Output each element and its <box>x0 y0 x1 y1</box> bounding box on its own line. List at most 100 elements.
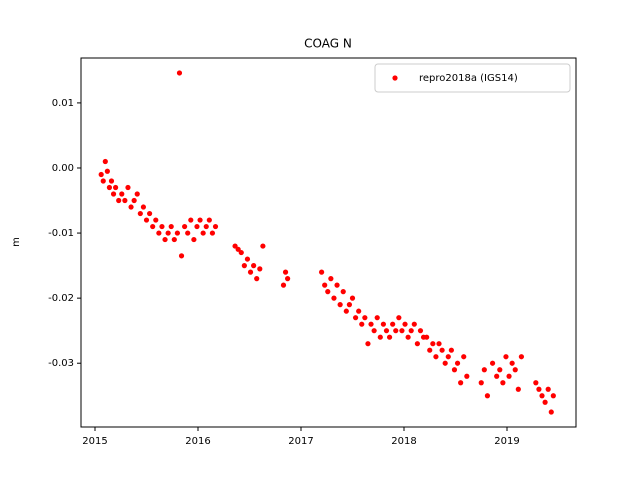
point <box>185 230 191 236</box>
point <box>445 354 451 360</box>
point <box>380 321 386 327</box>
point <box>386 334 393 340</box>
point <box>238 249 244 256</box>
point <box>377 334 383 340</box>
point <box>548 409 554 415</box>
point <box>442 360 448 366</box>
point <box>448 347 454 353</box>
point <box>254 276 260 282</box>
point <box>116 197 122 204</box>
point <box>197 217 203 223</box>
point <box>396 315 402 321</box>
point <box>402 321 408 327</box>
point <box>153 217 159 223</box>
point <box>247 269 254 275</box>
point <box>285 276 291 282</box>
point <box>436 341 442 347</box>
point <box>322 282 328 288</box>
point <box>346 302 353 308</box>
point <box>128 204 134 210</box>
point <box>113 184 119 191</box>
point <box>251 263 257 269</box>
point <box>188 217 194 223</box>
point <box>454 360 461 366</box>
point <box>539 393 545 399</box>
point <box>131 197 137 204</box>
point <box>209 230 216 236</box>
point <box>194 223 200 230</box>
x-tick-label: 2017 <box>288 436 313 447</box>
point <box>174 230 181 236</box>
point <box>280 282 287 288</box>
point <box>331 295 337 301</box>
point <box>494 373 500 379</box>
point <box>374 315 380 321</box>
point <box>536 386 542 392</box>
point <box>182 223 188 230</box>
point <box>399 328 405 334</box>
point <box>478 380 484 386</box>
point <box>134 191 140 197</box>
point <box>125 184 131 191</box>
point <box>393 328 399 334</box>
point <box>433 354 439 360</box>
point <box>110 191 117 197</box>
point <box>162 236 168 243</box>
point <box>509 360 515 366</box>
point <box>235 246 241 252</box>
y-tick-label: -0.03 <box>48 358 74 369</box>
y-tick-label: 0.00 <box>52 163 74 174</box>
point <box>408 328 414 334</box>
point <box>176 70 183 76</box>
point <box>171 236 177 243</box>
point <box>458 380 464 386</box>
x-tick-label: 2019 <box>494 436 519 447</box>
legend-marker <box>392 75 398 81</box>
point <box>150 223 156 230</box>
point <box>140 204 147 210</box>
point <box>108 178 115 184</box>
point <box>159 223 165 230</box>
point <box>533 380 539 386</box>
point <box>168 223 174 230</box>
plot-frame <box>80 57 577 428</box>
point <box>405 334 411 340</box>
y-tick-label: -0.01 <box>48 228 74 239</box>
point <box>512 367 518 373</box>
legend-box <box>374 63 571 93</box>
point <box>106 184 113 191</box>
point <box>98 171 104 178</box>
point <box>337 302 343 308</box>
point <box>481 367 487 373</box>
point <box>165 230 171 236</box>
y-tick-label: -0.02 <box>48 293 74 304</box>
point <box>542 399 548 405</box>
point <box>550 393 556 399</box>
point <box>119 191 125 197</box>
point <box>241 263 247 269</box>
y-tick-label: 0.01 <box>52 98 74 109</box>
x-tick-label: 2018 <box>391 436 416 447</box>
point <box>257 266 263 272</box>
point <box>244 256 251 262</box>
point <box>427 347 433 353</box>
point <box>414 341 420 347</box>
point <box>424 334 430 340</box>
point <box>464 373 470 379</box>
x-tick-label: 2016 <box>185 436 210 447</box>
x-tick-label: 2015 <box>82 436 107 447</box>
point <box>489 360 496 366</box>
point <box>328 276 334 282</box>
point <box>212 223 219 230</box>
point <box>503 354 509 360</box>
point <box>178 253 185 259</box>
point <box>500 380 506 386</box>
point <box>137 210 143 217</box>
point <box>102 158 108 165</box>
point <box>349 295 356 301</box>
point <box>343 308 349 314</box>
chart-title: COAG N <box>304 37 352 51</box>
point <box>362 315 368 321</box>
y-axis-label: m <box>11 237 22 247</box>
